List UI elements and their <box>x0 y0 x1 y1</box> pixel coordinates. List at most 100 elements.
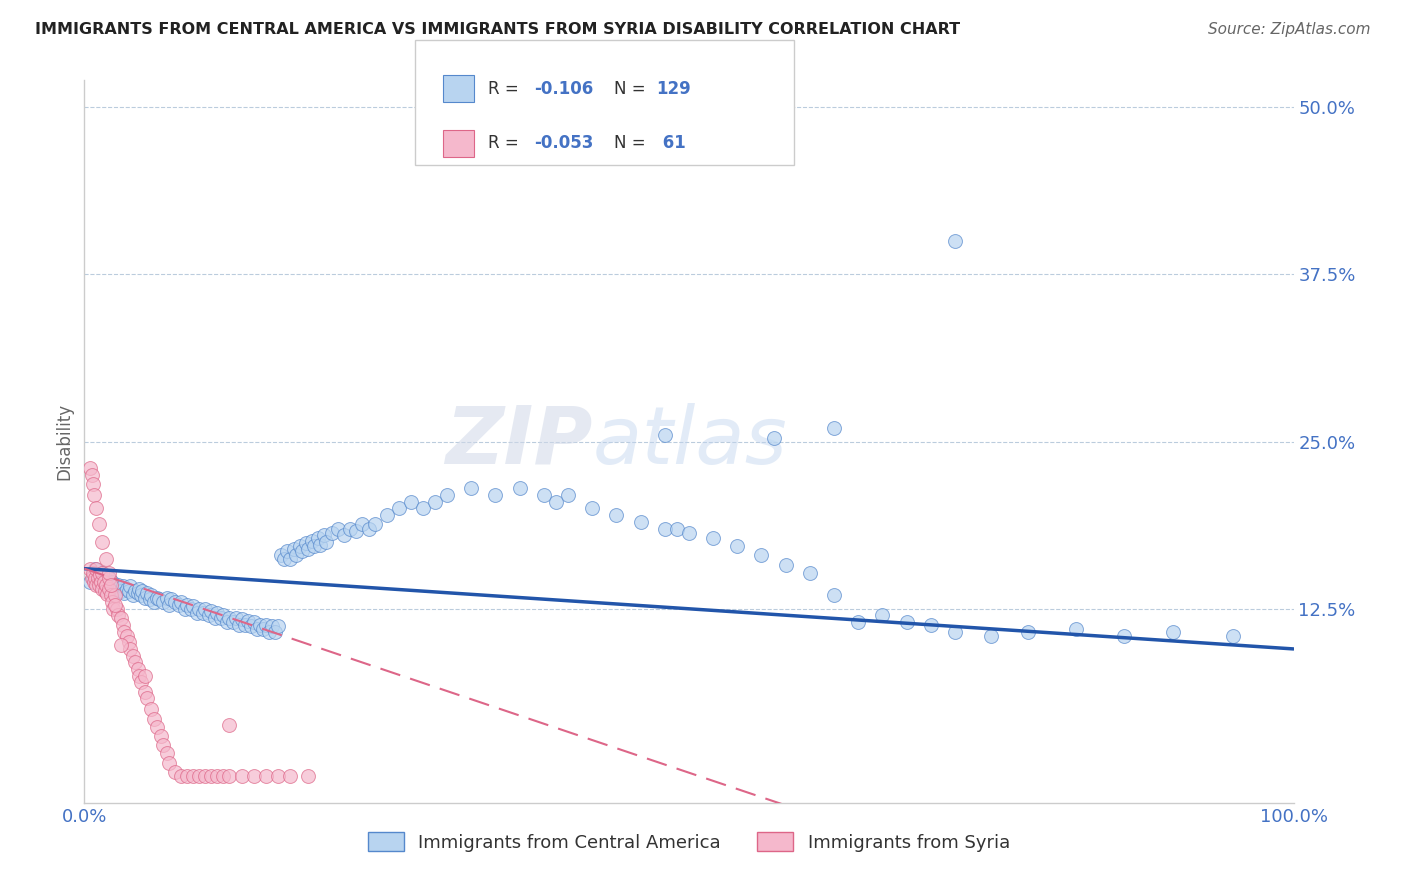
Point <box>103 584 125 599</box>
Point <box>242 769 264 783</box>
Point <box>165 595 187 609</box>
Point <box>91 582 114 596</box>
Point <box>89 568 111 582</box>
Point <box>346 524 368 539</box>
Point <box>678 525 700 540</box>
Point <box>218 769 240 783</box>
Point <box>1064 622 1087 636</box>
Point <box>118 635 141 649</box>
Point <box>131 584 153 599</box>
Point <box>212 608 235 623</box>
Point <box>423 494 446 508</box>
Point <box>157 598 180 612</box>
Point <box>96 587 118 601</box>
Point <box>799 566 821 580</box>
Point <box>273 552 295 566</box>
Point <box>509 482 531 496</box>
Point <box>333 528 356 542</box>
Point <box>267 619 290 633</box>
Point <box>152 739 174 753</box>
Point <box>87 575 110 590</box>
Point <box>80 571 103 585</box>
Point <box>180 602 202 616</box>
Point <box>91 566 114 580</box>
Point <box>94 552 117 566</box>
Point <box>134 685 156 699</box>
Point <box>823 421 845 435</box>
Point <box>82 566 104 580</box>
Point <box>90 575 112 590</box>
Point <box>242 615 264 630</box>
Point <box>188 602 211 616</box>
Point <box>1161 624 1184 639</box>
Point <box>127 586 149 600</box>
Point <box>134 591 156 606</box>
Point <box>484 488 506 502</box>
Point <box>388 501 411 516</box>
Point <box>702 531 724 545</box>
Point <box>240 619 263 633</box>
Point <box>751 548 773 563</box>
Point <box>654 428 676 442</box>
Point <box>105 602 128 616</box>
Point <box>276 544 298 558</box>
Point <box>128 582 150 596</box>
Point <box>118 584 141 599</box>
Point <box>270 548 292 563</box>
Point <box>194 602 217 616</box>
Point <box>264 624 287 639</box>
Point <box>222 615 245 630</box>
Point <box>97 582 120 596</box>
Text: IMMIGRANTS FROM CENTRAL AMERICA VS IMMIGRANTS FROM SYRIA DISABILITY CORRELATION : IMMIGRANTS FROM CENTRAL AMERICA VS IMMIG… <box>35 22 960 37</box>
Point <box>121 589 143 603</box>
Point <box>1114 629 1136 643</box>
Point <box>173 602 195 616</box>
Point <box>86 568 108 582</box>
Point <box>143 712 166 726</box>
Point <box>105 582 128 596</box>
Text: R =: R = <box>488 134 524 153</box>
Point <box>176 769 198 783</box>
Point <box>103 602 125 616</box>
Point <box>225 611 247 625</box>
Point <box>665 521 688 535</box>
Point <box>98 578 121 592</box>
Point <box>170 595 193 609</box>
Point <box>104 589 127 603</box>
Point <box>83 575 105 590</box>
Point <box>252 622 274 636</box>
Text: -0.053: -0.053 <box>534 134 593 153</box>
Legend: Immigrants from Central America, Immigrants from Syria: Immigrants from Central America, Immigra… <box>361 825 1017 859</box>
Point <box>82 571 104 585</box>
Point <box>436 488 458 502</box>
Point <box>254 617 277 632</box>
Point <box>412 501 434 516</box>
Point <box>83 488 105 502</box>
Point <box>872 608 894 623</box>
Point <box>112 624 135 639</box>
Point <box>124 655 146 669</box>
Text: atlas: atlas <box>592 402 787 481</box>
Point <box>86 571 108 585</box>
Point <box>209 611 232 625</box>
Point <box>129 589 152 603</box>
Text: Source: ZipAtlas.com: Source: ZipAtlas.com <box>1208 22 1371 37</box>
Point <box>278 769 301 783</box>
Point <box>104 598 127 612</box>
Point <box>94 578 117 592</box>
Point <box>544 494 567 508</box>
Point <box>79 461 101 475</box>
Text: N =: N = <box>614 134 651 153</box>
Point <box>120 579 142 593</box>
Point <box>91 566 114 580</box>
Point <box>86 562 108 576</box>
Point <box>339 521 361 535</box>
Point <box>101 575 124 590</box>
Point <box>136 586 159 600</box>
Point <box>134 669 156 683</box>
Point <box>288 539 311 553</box>
Point <box>357 521 380 535</box>
Point <box>157 756 180 770</box>
Point <box>149 729 172 743</box>
Point <box>231 613 253 627</box>
